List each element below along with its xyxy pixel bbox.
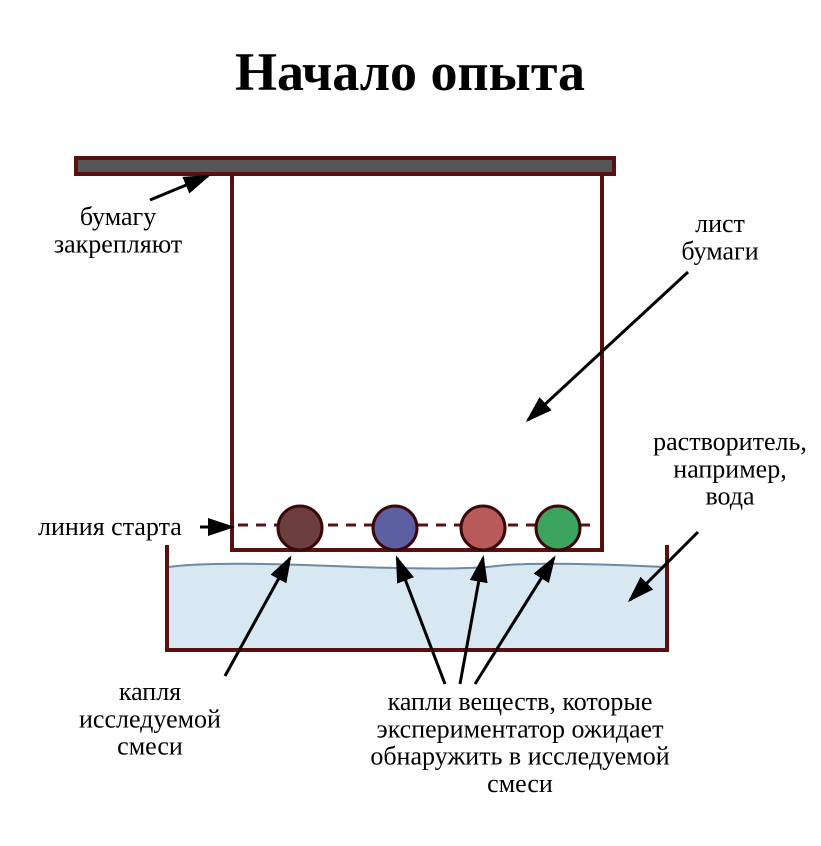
sample-dot-2 xyxy=(461,506,505,550)
sample-dot-3 xyxy=(536,506,580,550)
paper-sheet xyxy=(232,165,602,550)
sample-dot-1 xyxy=(373,506,417,550)
clip-bar xyxy=(76,158,614,174)
sample-dot-0 xyxy=(278,506,322,550)
label-start-line: линия старта xyxy=(38,512,182,541)
diagram-title: Начало опыта xyxy=(235,42,585,102)
solvent-water xyxy=(169,564,665,648)
